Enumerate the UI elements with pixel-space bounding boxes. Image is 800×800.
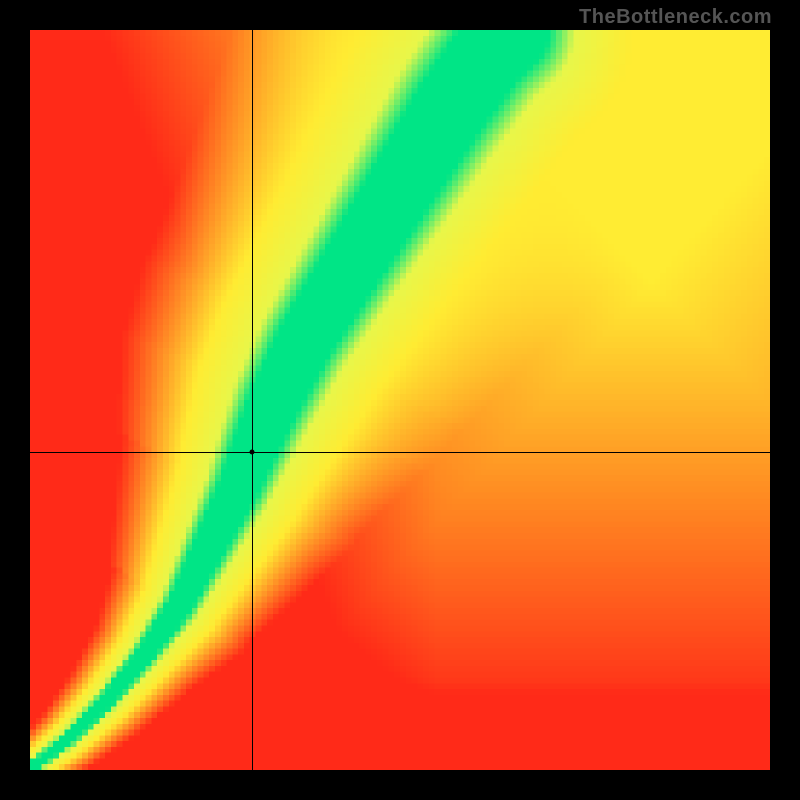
crosshair-point: [250, 449, 255, 454]
crosshair-horizontal: [30, 452, 770, 453]
heatmap-canvas: [30, 30, 770, 770]
watermark-text: TheBottleneck.com: [579, 6, 772, 29]
crosshair-vertical: [252, 30, 253, 770]
plot-area: [30, 30, 770, 770]
chart-container: TheBottleneck.com: [0, 0, 800, 800]
